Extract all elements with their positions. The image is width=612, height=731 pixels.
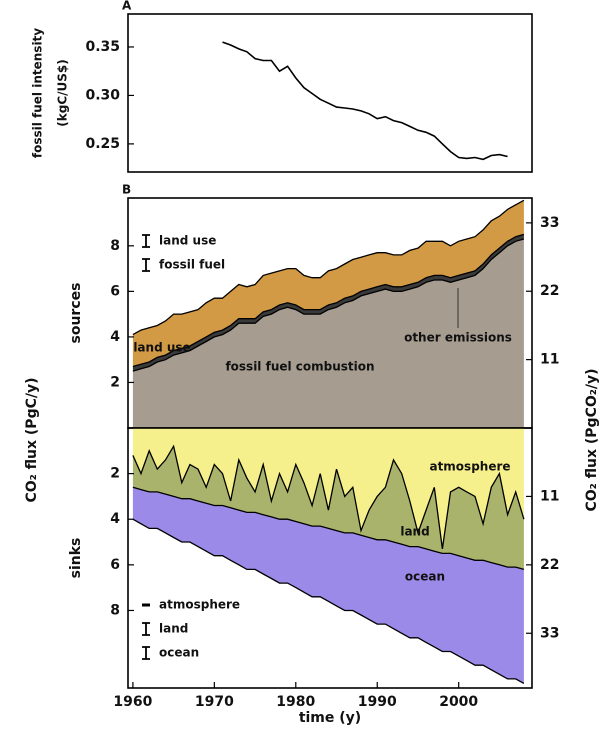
panel-y-title: sinks	[68, 538, 84, 579]
legend-label: atmosphere	[159, 598, 240, 612]
y-tick-label: 8	[110, 602, 120, 618]
area-edge	[132, 486, 525, 571]
data-line	[222, 41, 508, 161]
legend-label: land	[159, 622, 188, 636]
y2-tick-label: 22	[540, 283, 559, 299]
area-edge	[132, 199, 525, 336]
panel-label: B	[122, 183, 131, 197]
y-tick-label: 0.25	[85, 136, 120, 152]
x-tick-label: 2000	[439, 694, 478, 710]
legend-symbol	[142, 646, 150, 660]
y-tick-label: 4	[110, 511, 120, 527]
series-label: ocean	[405, 570, 445, 584]
x-axis-title: time (y)	[299, 710, 361, 726]
series-label: land use	[133, 341, 190, 355]
y2-tick-label: 11	[540, 352, 559, 368]
area-edge	[132, 518, 525, 684]
y-axis-title: (kgC/US$)	[56, 59, 70, 126]
series-label: fossil fuel combustion	[225, 360, 374, 374]
y-tick-label: 4	[110, 329, 120, 345]
y-tick-label: 0.30	[85, 87, 120, 103]
plot-frame	[127, 427, 533, 689]
legend-symbol	[142, 234, 150, 248]
legend-label: ocean	[159, 646, 199, 660]
y-tick-label: 0.35	[85, 39, 120, 55]
area-edge	[132, 238, 525, 372]
y-axis-title: CO₂ flux (PgC/y)	[24, 377, 40, 502]
panel-label: A	[122, 0, 132, 13]
y-axis-title: fossil fuel intensity	[31, 28, 45, 158]
legend-label: land use	[159, 234, 216, 248]
y-tick-label: 6	[110, 557, 120, 573]
series-label: land	[400, 525, 429, 539]
area	[132, 428, 524, 549]
x-tick-label: 1960	[113, 694, 152, 710]
y-tick-label: 2	[110, 466, 120, 482]
y2-tick-label: 22	[540, 557, 559, 573]
area-edge	[132, 444, 525, 549]
y-tick-label: 2	[110, 374, 120, 390]
x-tick-label: 1990	[358, 694, 397, 710]
series-label: other emissions	[404, 331, 512, 345]
area	[132, 239, 524, 428]
y2-tick-label: 33	[540, 625, 559, 641]
y2-axis-title: CO₂ flux (PgCO₂/y)	[584, 368, 600, 511]
y-tick-label: 8	[110, 238, 120, 254]
y2-tick-label: 33	[540, 215, 559, 231]
panel-y-title: sources	[68, 283, 84, 344]
y2-tick-label: 11	[540, 488, 559, 504]
legend-label: fossil fuel	[159, 258, 225, 272]
plot-frame	[127, 13, 533, 173]
legend-symbol	[142, 622, 150, 636]
x-tick-label: 1980	[276, 694, 315, 710]
area-edge	[132, 233, 525, 368]
x-tick-label: 1970	[195, 694, 234, 710]
area	[132, 487, 524, 684]
area	[132, 446, 524, 570]
y-tick-label: 6	[110, 283, 120, 299]
legend-symbol	[142, 258, 150, 272]
series-label: atmosphere	[429, 460, 510, 474]
